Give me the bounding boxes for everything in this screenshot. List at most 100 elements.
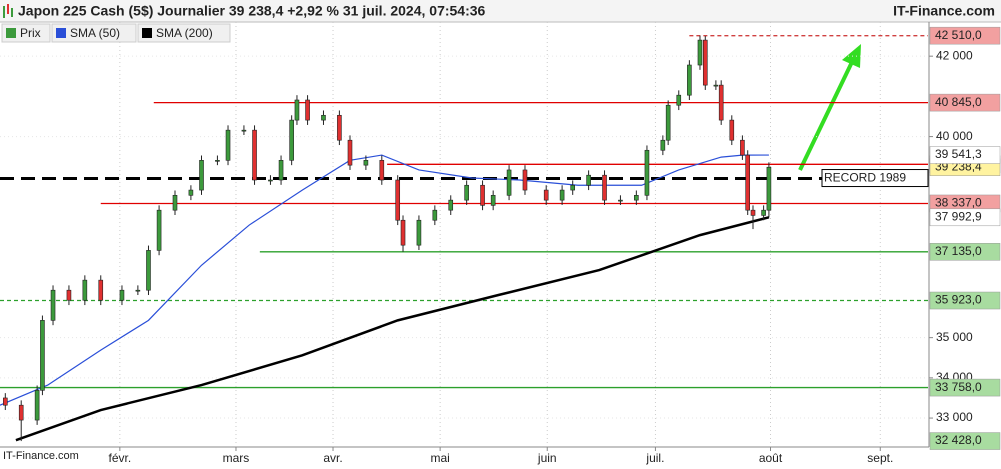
candle-body [215, 160, 220, 162]
candle-body [618, 199, 623, 202]
candle-body [644, 149, 650, 196]
level-label-bg [929, 378, 1001, 397]
candle-body [713, 84, 719, 87]
x-tick-label: août [759, 451, 783, 465]
candle-body [718, 84, 724, 121]
level-label-bg [929, 93, 1001, 112]
candle-body [119, 289, 125, 301]
candle-body [363, 160, 369, 166]
level-label: 32 428,0 [935, 433, 982, 447]
candle-body [199, 160, 204, 191]
candle-body [40, 320, 45, 391]
legend: Prix SMA (50) SMA (200) [1, 23, 231, 43]
sma-line [15, 216, 770, 442]
legend-label: SMA (50) [70, 26, 120, 40]
candle-body [570, 184, 576, 191]
candle-body [480, 184, 485, 206]
sma-label-bg [929, 146, 1001, 164]
sma-line [0, 154, 769, 406]
candle-body [395, 179, 401, 221]
x-tick-label: avr. [323, 451, 342, 465]
level-label: 38 337,0 [935, 196, 982, 210]
candle-body [665, 104, 671, 141]
candle-body [294, 99, 300, 121]
plot-area: RECORD 1989 [0, 22, 929, 445]
candle-body [268, 179, 273, 182]
candle-body [761, 209, 766, 216]
candle-body [490, 195, 496, 206]
header-icon [3, 4, 13, 18]
candle-body [522, 169, 528, 191]
candle-body [745, 154, 751, 211]
green-arrow [798, 44, 861, 171]
candle-body [321, 114, 326, 121]
watermark: IT-Finance.com [3, 450, 79, 462]
candle-body [740, 139, 745, 156]
candle-body [464, 184, 469, 201]
brand[interactable]: IT-Finance.com [893, 3, 995, 19]
candle-body [347, 139, 353, 166]
candle-body [400, 219, 406, 246]
candle-body [660, 139, 666, 151]
candle-body [766, 166, 772, 211]
y-tick-label: 35 000 [936, 330, 973, 344]
candle-body [687, 64, 692, 96]
candle-body [146, 250, 151, 291]
y-tick-label: 40 000 [936, 129, 973, 143]
y-tick-label: 33 000 [936, 410, 973, 424]
candle-body [432, 209, 438, 221]
candle-body [559, 189, 565, 201]
level-label-bg [929, 432, 1001, 450]
level-label-bg [929, 291, 1001, 310]
header-bar [0, 0, 1001, 22]
candle-body [634, 195, 639, 201]
candle-body [506, 169, 512, 196]
candle-body [34, 390, 40, 421]
chart-title: Japon 225 Cash (5$) Journalier 39 238,4 … [18, 3, 486, 19]
record-box [821, 169, 929, 188]
candle-body [252, 129, 257, 181]
x-tick-label: mars [223, 451, 250, 465]
sma-label: 37 992,9 [935, 209, 982, 223]
level-label: 35 923,0 [935, 293, 982, 307]
candle-body [18, 404, 24, 421]
candle-body [676, 94, 682, 106]
candle-body [305, 99, 310, 121]
candle-body [448, 199, 454, 211]
candle-body [289, 119, 294, 161]
candle-body [278, 160, 284, 181]
x-tick-label: juil. [645, 451, 664, 465]
candle-body [379, 160, 385, 181]
legend-swatch [56, 28, 66, 38]
legend-swatch [6, 28, 16, 38]
candle-body [416, 219, 422, 246]
candle-body [3, 397, 8, 406]
candle-body [729, 119, 735, 141]
y-tick-label: 42 000 [936, 48, 973, 62]
level-label: 42 510,0 [935, 28, 982, 42]
candle-body [188, 189, 194, 196]
legend-label: SMA (200) [156, 26, 213, 40]
level-label-bg [929, 243, 1001, 261]
legend-item-bg [51, 23, 137, 43]
candle-body [337, 114, 342, 141]
candle-body [697, 39, 703, 66]
record-label: RECORD 1989 [824, 171, 906, 185]
candle-body [172, 195, 178, 211]
candle-body [543, 189, 549, 201]
candle-body [750, 209, 756, 216]
candle-body [586, 174, 591, 186]
x-tick-label: févr. [109, 451, 132, 465]
level-label: 33 758,0 [935, 380, 982, 394]
x-tick-label: sept. [867, 451, 893, 465]
legend-swatch [142, 28, 152, 38]
candle-body [50, 289, 56, 321]
candle-body [702, 39, 708, 86]
candle-body [135, 289, 141, 292]
candle-body [241, 129, 247, 132]
level-label: 37 135,0 [935, 244, 982, 258]
level-label: 40 845,0 [935, 95, 982, 109]
x-tick-label: juin [537, 451, 557, 465]
